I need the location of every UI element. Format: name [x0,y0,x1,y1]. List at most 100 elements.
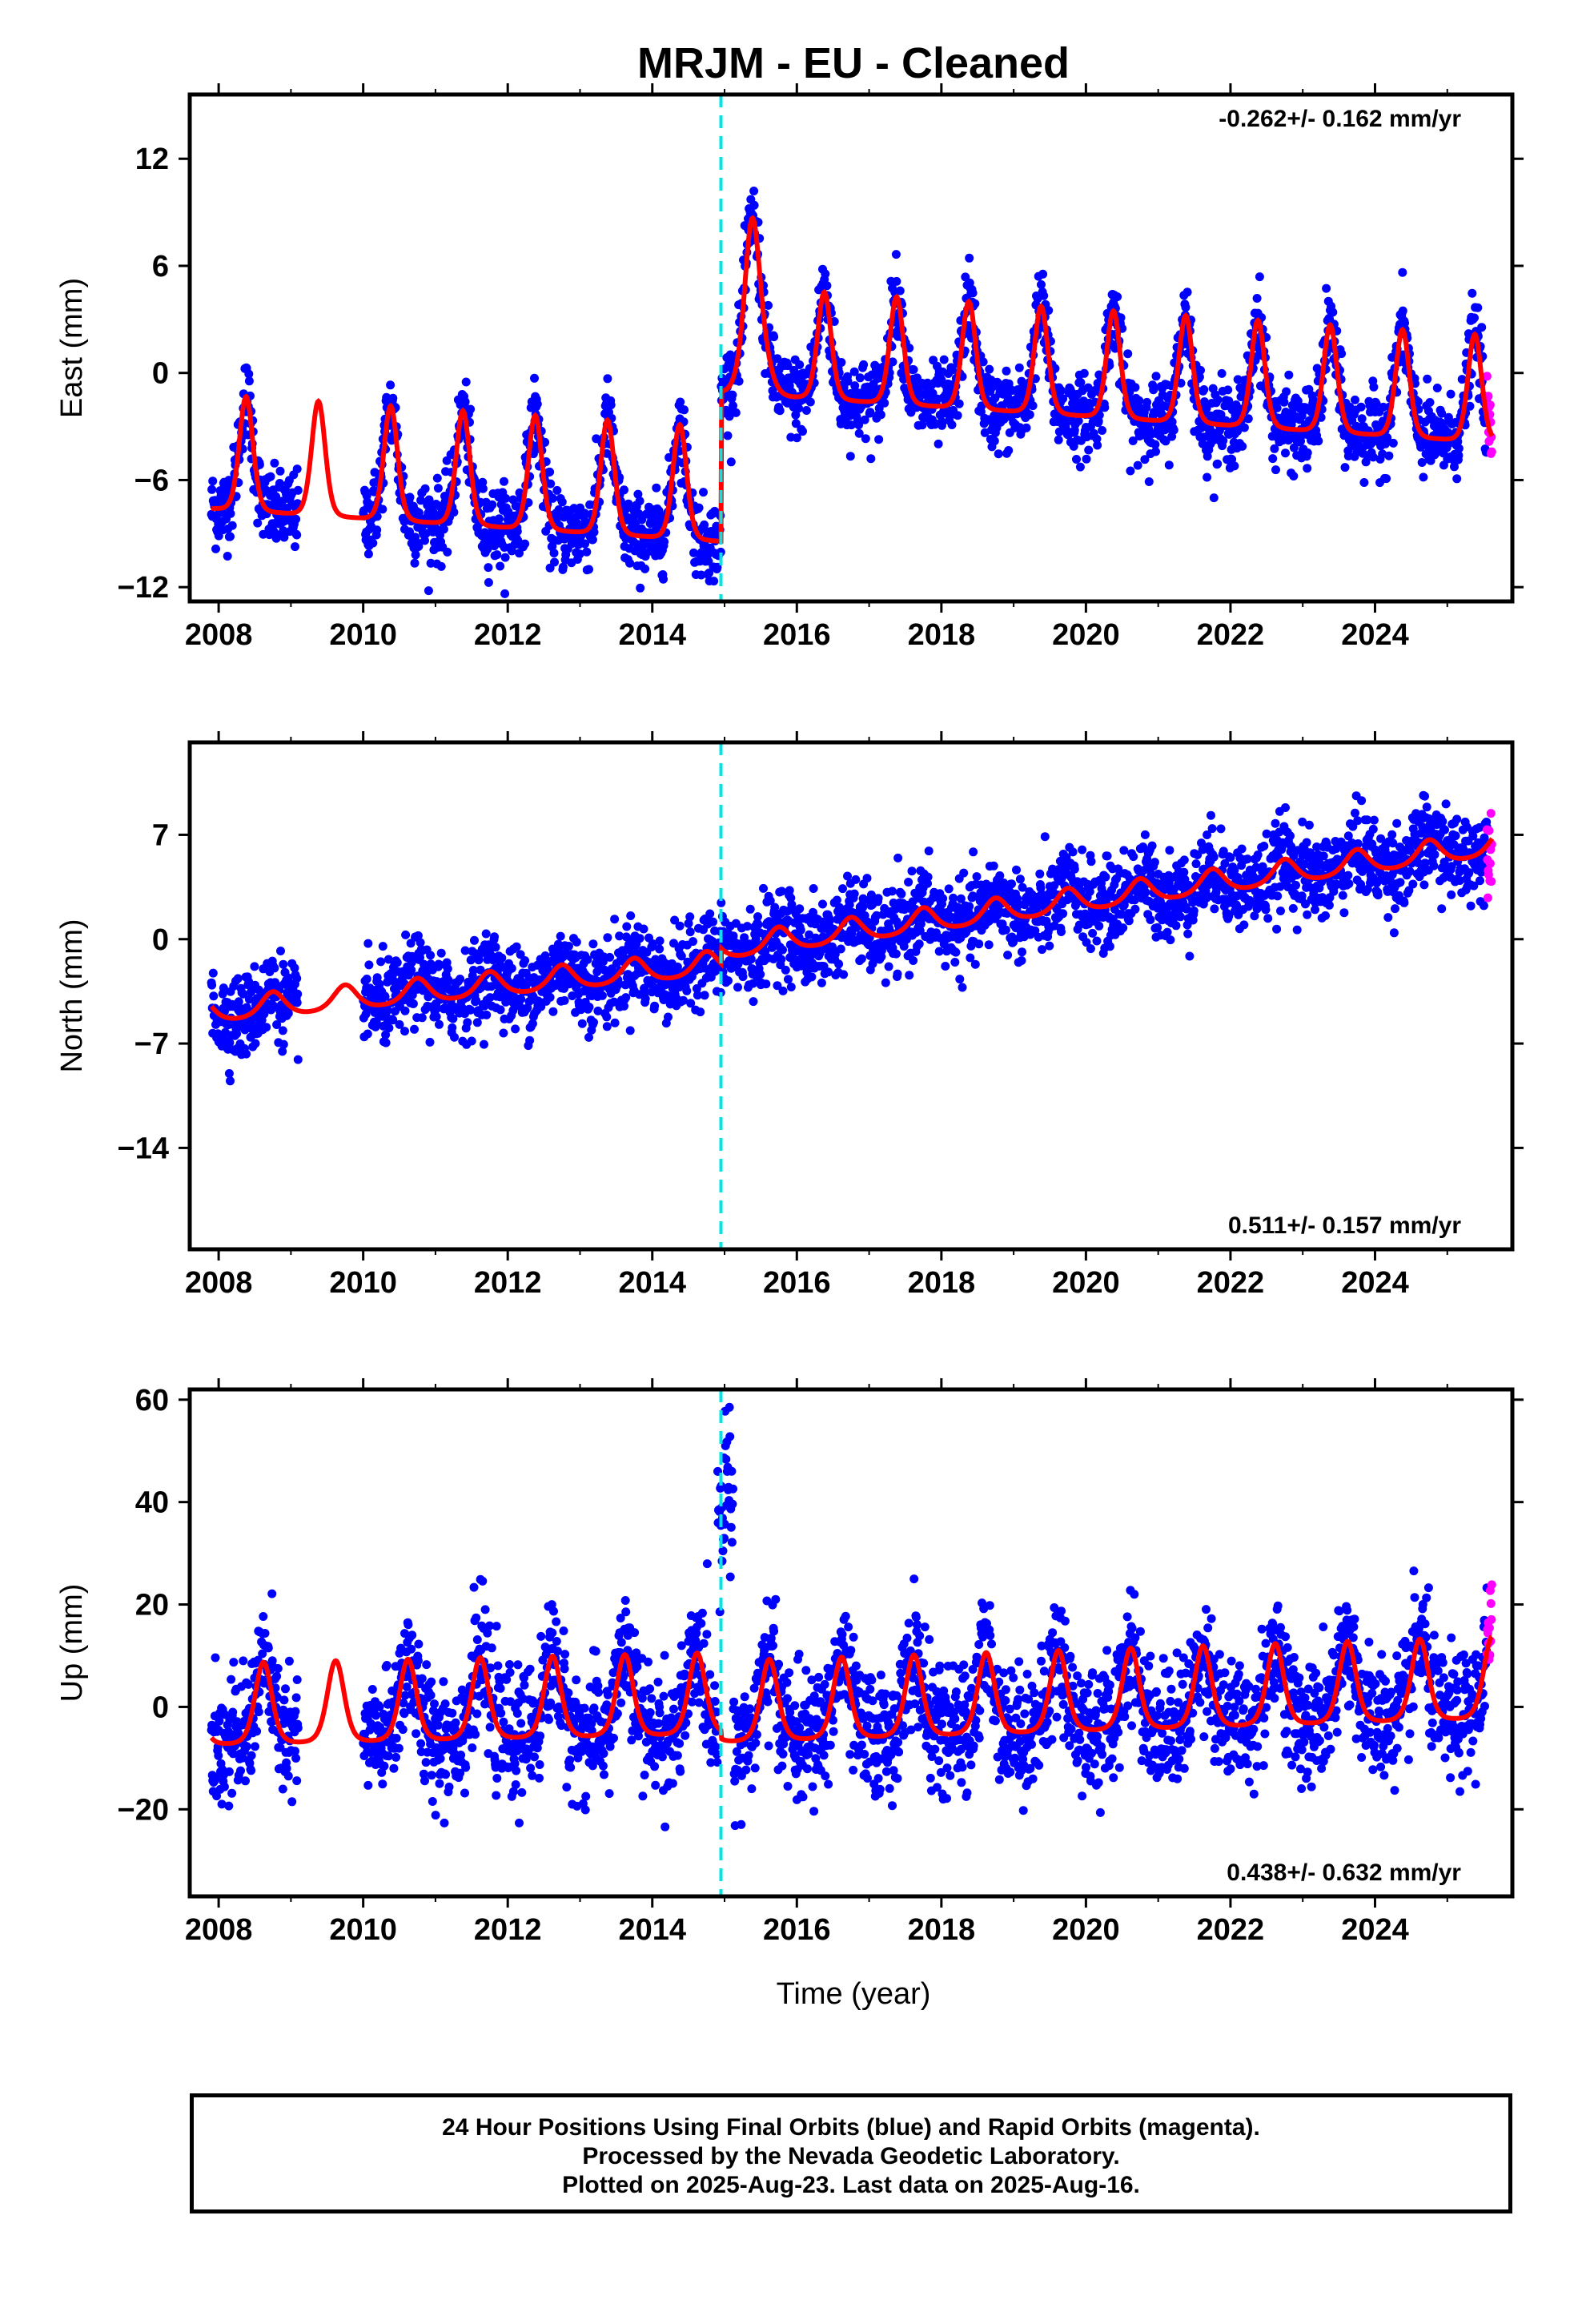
final-orbit-point [1314,436,1323,446]
final-orbit-point [272,1020,282,1029]
final-orbit-point [1183,929,1193,939]
final-orbit-point [965,902,974,911]
final-orbit-point [785,886,794,895]
final-orbit-point [955,975,965,984]
final-orbit-point [1217,368,1227,378]
final-orbit-point [1272,403,1282,412]
final-orbit-point [259,1009,269,1019]
final-orbit-point [1199,397,1209,407]
final-orbit-point [208,476,218,486]
final-orbit-point [700,520,709,529]
final-orbit-point [481,929,491,939]
final-orbit-point [673,962,682,971]
final-orbit-point [731,408,741,417]
final-orbit-point [528,1019,537,1028]
final-orbit-point [1130,383,1140,392]
final-orbit-point [1123,349,1133,359]
final-orbit-point [854,420,864,430]
final-orbit-point [659,574,668,584]
final-orbit-point [622,922,632,931]
final-orbit-point [478,484,488,493]
final-orbit-point [490,932,499,942]
final-orbit-point [214,531,223,541]
final-orbit-point [381,1030,391,1039]
final-orbit-point [795,360,805,369]
final-orbit-point [854,428,864,438]
chart-title: MRJM - EU - Cleaned [637,39,1070,87]
final-orbit-point [972,872,982,882]
final-orbit-point [293,485,303,495]
final-orbit-point [1243,414,1253,424]
final-orbit-point [472,996,481,1005]
final-orbit-point [207,980,217,990]
final-orbit-point [482,1010,492,1019]
final-orbit-point [1022,423,1031,432]
final-orbit-point [694,503,704,513]
final-orbit-point [775,406,785,416]
final-orbit-point [944,884,954,894]
final-orbit-point [923,872,933,882]
final-orbit-point [1079,368,1089,378]
final-orbit-point [1147,841,1157,850]
final-orbit-point [1470,313,1479,323]
final-orbit-point [805,397,815,407]
final-orbit-point [888,887,897,896]
final-orbit-point [497,953,507,963]
final-orbit-point [1293,396,1303,406]
final-orbit-point [1195,372,1204,382]
final-orbit-point [781,965,790,975]
final-orbit-point [1179,855,1189,865]
final-orbit-point [756,970,765,979]
final-orbit-point [448,1014,458,1023]
final-orbit-point [1088,928,1098,938]
final-orbit-point [1303,448,1312,457]
final-orbit-point [432,473,442,483]
final-orbit-point [954,399,964,408]
final-orbit-point [699,488,708,497]
final-orbit-point [1015,875,1025,884]
final-orbit-point [1271,465,1280,475]
final-orbit-point [1413,397,1423,406]
x-tick-label: 2018 [908,618,976,652]
final-orbit-point [893,969,902,979]
final-orbit-point [400,1027,409,1036]
final-orbit-point [408,999,418,1008]
x-tick-label: 2010 [329,618,397,652]
final-orbit-point [675,921,685,931]
final-orbit-point [225,1038,235,1047]
final-orbit-point [1213,459,1223,468]
final-orbit-point [395,1019,404,1029]
final-orbit-point [209,991,219,1001]
final-orbit-point [444,975,453,985]
y-tick-label: 0 [152,357,169,391]
final-orbit-point [938,894,948,903]
final-orbit-point [560,995,569,1005]
final-orbit-point [603,933,612,943]
final-orbit-point [372,512,382,521]
final-orbit-point [705,909,715,919]
final-orbit-point [1454,451,1464,460]
final-orbit-point [753,912,762,922]
final-orbit-point [223,552,232,561]
final-orbit-point [291,542,299,552]
final-orbit-point [615,931,624,941]
final-orbit-point [1182,287,1192,297]
final-orbit-point [388,1015,398,1025]
final-orbit-point [1398,267,1407,277]
final-orbit-point [411,550,420,560]
final-orbit-point [861,434,870,444]
final-orbit-point [244,369,254,379]
final-orbit-point [363,939,373,948]
final-orbit-point [897,889,906,899]
final-orbit-point [460,397,470,407]
final-orbit-point [247,987,256,997]
final-orbit-point [892,276,901,286]
final-orbit-point [838,884,847,894]
final-orbit-point [1149,385,1158,395]
final-orbit-point [610,1018,620,1027]
final-orbit-point [1100,403,1110,412]
final-orbit-point [733,983,742,992]
final-orbit-point [1153,923,1162,932]
final-orbit-point [1255,272,1264,282]
